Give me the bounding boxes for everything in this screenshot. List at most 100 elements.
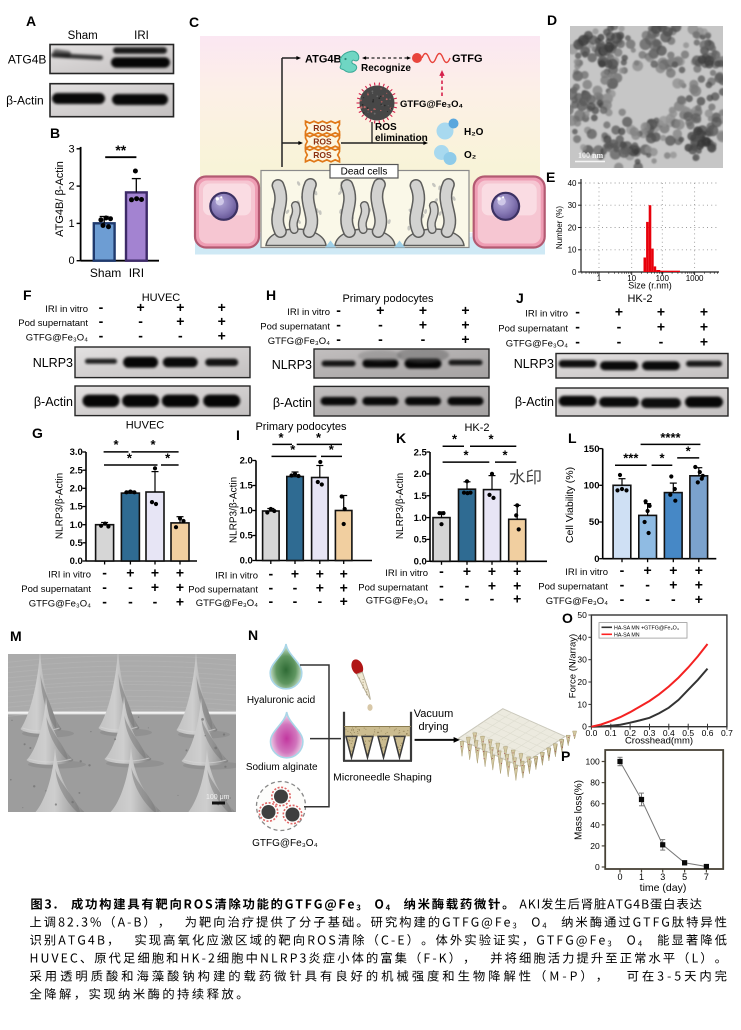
svg-text:100: 100 xyxy=(584,481,600,492)
svg-text:30: 30 xyxy=(577,655,587,665)
svg-text:Pod supernatant: Pod supernatant xyxy=(188,585,258,596)
svg-text:ROS: ROS xyxy=(313,150,332,160)
svg-text:-: - xyxy=(293,593,298,609)
svg-text:-: - xyxy=(138,328,143,344)
svg-text:IRI: IRI xyxy=(129,266,144,280)
svg-text:ATG4B: ATG4B xyxy=(305,54,342,66)
svg-text:Cell Viability (%): Cell Viability (%) xyxy=(564,467,576,543)
svg-text:40: 40 xyxy=(577,632,587,642)
svg-text:100 nm: 100 nm xyxy=(578,151,603,160)
svg-text:+: + xyxy=(513,591,521,607)
svg-text:0.0: 0.0 xyxy=(585,728,597,738)
svg-text:-: - xyxy=(421,331,426,347)
svg-text:+: + xyxy=(695,562,703,578)
svg-text:Dead cells: Dead cells xyxy=(341,167,388,178)
svg-text:GTFG@Fe₃O₄: GTFG@Fe₃O₄ xyxy=(400,99,464,110)
svg-text:O₂: O₂ xyxy=(464,150,476,161)
svg-text:1: 1 xyxy=(597,274,602,283)
svg-text:+: + xyxy=(218,313,226,329)
svg-text:HUVEC: HUVEC xyxy=(142,292,181,304)
svg-text:3: 3 xyxy=(68,143,74,155)
svg-text:P: P xyxy=(561,748,570,764)
svg-text:GTFG: GTFG xyxy=(452,53,483,65)
svg-text:0: 0 xyxy=(594,554,599,565)
svg-text:IRI in vitro: IRI in vitro xyxy=(287,307,330,318)
svg-text:β-Actin: β-Actin xyxy=(34,395,73,409)
svg-text:+: + xyxy=(513,563,521,579)
svg-text:HA-SA MN +GTFG@Fe₃O₄: HA-SA MN +GTFG@Fe₃O₄ xyxy=(614,625,679,631)
svg-text:D: D xyxy=(547,12,557,28)
svg-text:ATG4B: ATG4B xyxy=(8,53,46,67)
svg-text:*: * xyxy=(686,443,692,458)
svg-text:Pod supernatant: Pod supernatant xyxy=(538,582,608,593)
svg-text:M: M xyxy=(10,628,22,644)
svg-text:-: - xyxy=(645,577,650,593)
svg-text:0.5: 0.5 xyxy=(682,728,694,738)
svg-text:-: - xyxy=(153,594,158,610)
svg-text:-: - xyxy=(671,591,676,607)
svg-text:Primary podocytes: Primary podocytes xyxy=(255,421,347,433)
svg-text:H: H xyxy=(266,287,276,303)
svg-text:10: 10 xyxy=(568,246,577,255)
svg-text:50: 50 xyxy=(589,517,600,528)
svg-text:+: + xyxy=(695,577,703,593)
svg-text:NLRP3: NLRP3 xyxy=(272,358,312,372)
svg-text:0.6: 0.6 xyxy=(702,728,714,738)
svg-text:0.5: 0.5 xyxy=(70,538,84,549)
svg-text:-: - xyxy=(317,593,322,609)
svg-text:Hyaluronic acid: Hyaluronic acid xyxy=(247,695,315,706)
svg-text:-: - xyxy=(99,328,104,344)
svg-text:0: 0 xyxy=(595,862,600,872)
svg-text:-: - xyxy=(336,302,341,318)
svg-text:+: + xyxy=(488,578,496,594)
svg-text:****: **** xyxy=(660,430,681,445)
svg-text:J: J xyxy=(516,290,524,306)
svg-text:1.0: 1.0 xyxy=(240,506,253,517)
svg-text:IRI: IRI xyxy=(134,30,149,42)
svg-text:-: - xyxy=(620,562,625,578)
svg-text:-: - xyxy=(575,319,580,335)
svg-text:+: + xyxy=(126,565,134,581)
svg-text:2.0: 2.0 xyxy=(240,456,253,467)
svg-text:0.2: 0.2 xyxy=(624,728,636,738)
svg-text:50: 50 xyxy=(577,610,587,620)
svg-text:0.4: 0.4 xyxy=(663,728,675,738)
svg-text:IRI in vitro: IRI in vitro xyxy=(48,570,91,581)
svg-text:+: + xyxy=(700,319,708,335)
svg-text:+: + xyxy=(291,566,299,582)
svg-text:-: - xyxy=(336,331,341,347)
svg-text:60: 60 xyxy=(590,799,600,809)
svg-text:-: - xyxy=(439,578,444,594)
svg-text:L: L xyxy=(568,430,577,446)
svg-text:+: + xyxy=(463,563,471,579)
svg-text:β-Actin: β-Actin xyxy=(273,396,312,410)
svg-text:+: + xyxy=(700,334,708,350)
svg-text:2.5: 2.5 xyxy=(70,465,84,476)
svg-text:+: + xyxy=(151,579,159,595)
svg-text:20: 20 xyxy=(568,223,577,232)
svg-text:2.0: 2.0 xyxy=(414,469,427,480)
svg-text:1.5: 1.5 xyxy=(240,481,254,492)
svg-text:+: + xyxy=(644,562,652,578)
svg-text:-: - xyxy=(99,313,104,329)
svg-text:-: - xyxy=(659,334,664,350)
svg-text:0.0: 0.0 xyxy=(414,557,427,568)
svg-text:-: - xyxy=(99,299,104,315)
svg-text:B: B xyxy=(50,125,60,141)
svg-text:+: + xyxy=(218,328,226,344)
svg-text:+: + xyxy=(340,580,348,596)
svg-text:1.5: 1.5 xyxy=(70,502,84,513)
svg-text:Pod supernatant: Pod supernatant xyxy=(260,322,330,333)
svg-text:elimination: elimination xyxy=(375,133,428,144)
svg-text:-: - xyxy=(178,328,183,344)
svg-text:-: - xyxy=(138,313,143,329)
svg-text:-: - xyxy=(128,594,133,610)
svg-text:N: N xyxy=(248,627,258,643)
svg-text:GTFG@Fe₃O₄: GTFG@Fe₃O₄ xyxy=(196,598,258,609)
svg-text:10: 10 xyxy=(577,699,587,709)
svg-text:time (day): time (day) xyxy=(640,882,687,894)
svg-text:0.3: 0.3 xyxy=(644,728,656,738)
svg-text:*: * xyxy=(113,437,119,452)
svg-text:30: 30 xyxy=(568,201,577,210)
svg-text:+: + xyxy=(176,594,184,610)
